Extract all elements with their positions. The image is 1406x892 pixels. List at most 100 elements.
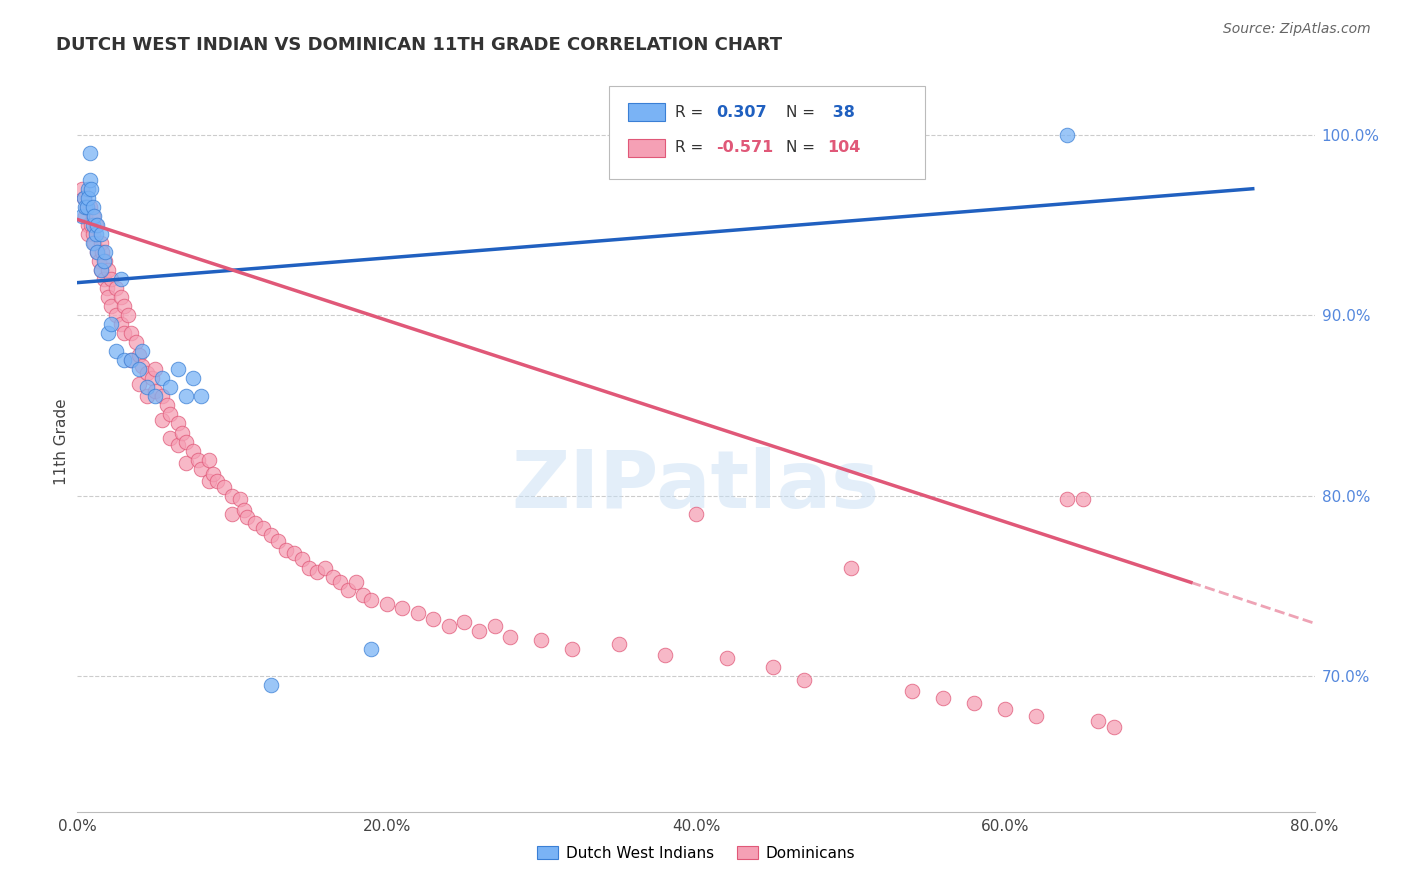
Point	[1071, 492, 1094, 507]
Point	[77, 227, 100, 241]
Point	[100, 317, 122, 331]
Point	[70, 182, 93, 196]
Point	[159, 408, 181, 422]
Point	[406, 606, 429, 620]
Point	[84, 227, 107, 241]
Point	[762, 660, 785, 674]
Point	[82, 235, 104, 250]
Point	[360, 593, 382, 607]
Point	[94, 254, 117, 268]
Point	[76, 200, 98, 214]
Point	[128, 362, 150, 376]
Text: 38: 38	[827, 104, 855, 120]
Point	[87, 254, 110, 268]
Point	[283, 547, 305, 561]
Point	[70, 209, 93, 223]
Y-axis label: 11th Grade: 11th Grade	[53, 398, 69, 485]
Point	[77, 218, 100, 232]
Point	[121, 326, 143, 341]
Point	[136, 366, 159, 380]
Point	[654, 648, 676, 662]
Point	[236, 510, 259, 524]
Point	[121, 353, 143, 368]
Point	[159, 380, 181, 394]
Point	[86, 244, 108, 259]
Point	[72, 191, 94, 205]
Point	[1056, 128, 1078, 142]
Point	[94, 244, 117, 259]
Point	[125, 335, 148, 350]
Point	[82, 209, 104, 223]
Point	[86, 218, 108, 232]
Point	[499, 630, 522, 644]
Point	[1025, 709, 1047, 723]
Point	[105, 344, 128, 359]
Point	[90, 263, 112, 277]
Point	[121, 353, 143, 368]
Point	[136, 389, 159, 403]
Point	[187, 452, 209, 467]
Point	[298, 561, 321, 575]
Point	[143, 389, 166, 403]
Text: Source: ZipAtlas.com: Source: ZipAtlas.com	[1223, 22, 1371, 37]
Point	[205, 475, 228, 489]
Point	[202, 467, 225, 481]
Point	[932, 690, 955, 705]
Point	[229, 492, 252, 507]
Point	[110, 290, 132, 304]
Point	[143, 384, 166, 398]
Point	[793, 673, 815, 687]
Point	[174, 434, 197, 449]
Point	[72, 191, 94, 205]
Point	[96, 281, 118, 295]
Point	[79, 145, 101, 160]
Point	[183, 371, 205, 385]
Point	[110, 272, 132, 286]
Point	[97, 326, 120, 341]
Point	[1087, 714, 1109, 729]
Point	[136, 380, 159, 394]
Point	[79, 172, 101, 186]
Point	[141, 371, 163, 385]
Point	[260, 678, 283, 692]
Point	[391, 600, 413, 615]
Point	[82, 218, 104, 232]
Point	[245, 516, 267, 530]
Text: -0.571: -0.571	[716, 140, 773, 155]
Point	[716, 651, 738, 665]
Point	[159, 431, 181, 445]
Point	[530, 633, 553, 648]
Point	[77, 191, 100, 205]
Point	[82, 227, 104, 241]
Point	[90, 235, 112, 250]
Legend: Dutch West Indians, Dominicans: Dutch West Indians, Dominicans	[530, 839, 862, 867]
Point	[83, 209, 105, 223]
Point	[901, 683, 924, 698]
Point	[82, 200, 104, 214]
Point	[214, 480, 236, 494]
Point	[128, 376, 150, 391]
Point	[167, 362, 190, 376]
Point	[233, 503, 256, 517]
Point	[252, 521, 274, 535]
Point	[167, 417, 190, 431]
Point	[190, 389, 212, 403]
Point	[100, 299, 122, 313]
Point	[93, 272, 115, 286]
Text: 104: 104	[827, 140, 860, 155]
Point	[183, 443, 205, 458]
Point	[994, 702, 1017, 716]
Point	[607, 637, 630, 651]
Point	[83, 235, 105, 250]
Point	[110, 317, 132, 331]
FancyBboxPatch shape	[628, 103, 665, 121]
Point	[453, 615, 475, 629]
FancyBboxPatch shape	[628, 139, 665, 156]
Point	[174, 389, 197, 403]
Point	[329, 575, 352, 590]
Point	[322, 570, 344, 584]
Point	[84, 218, 107, 232]
Point	[174, 456, 197, 470]
Point	[198, 475, 221, 489]
Point	[76, 200, 98, 214]
